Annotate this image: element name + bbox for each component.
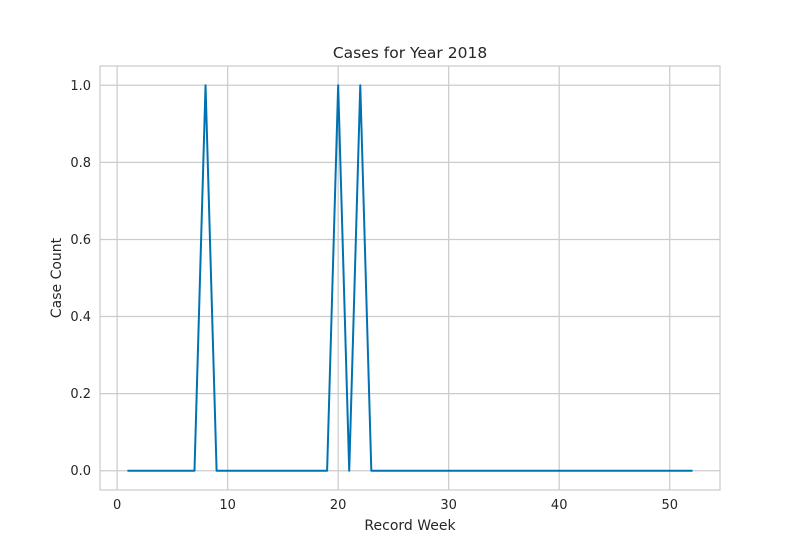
y-tick-label: 0.2	[70, 387, 91, 402]
x-tick-label: 50	[661, 498, 678, 513]
chart-title: Cases for Year 2018	[333, 44, 487, 62]
y-tick-label: 0.8	[70, 156, 91, 171]
y-tick-label: 0.4	[70, 310, 91, 325]
y-tick-label: 1.0	[70, 79, 91, 94]
x-tick-label: 20	[330, 498, 347, 513]
y-axis-ticks: 0.0 0.2 0.4 0.6 0.8 1.0	[70, 79, 91, 479]
x-tick-label: 30	[440, 498, 457, 513]
x-axis-label: Record Week	[364, 518, 456, 534]
x-tick-label: 10	[219, 498, 236, 513]
series-line	[127, 84, 693, 472]
y-axis-label: Case Count	[49, 237, 65, 318]
series-lines	[127, 84, 693, 472]
x-tick-label: 0	[113, 498, 121, 513]
grid-lines	[100, 66, 720, 490]
y-tick-label: 0.6	[70, 233, 91, 248]
x-axis-ticks: 0 10 20 30 40 50	[113, 498, 678, 513]
plot-frame	[99, 65, 721, 491]
x-tick-label: 40	[551, 498, 568, 513]
y-tick-label: 0.0	[70, 464, 91, 479]
